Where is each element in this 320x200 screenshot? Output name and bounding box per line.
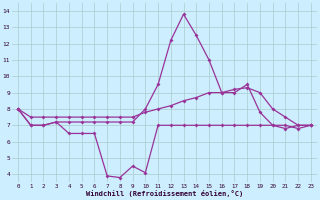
X-axis label: Windchill (Refroidissement éolien,°C): Windchill (Refroidissement éolien,°C) <box>86 190 243 197</box>
